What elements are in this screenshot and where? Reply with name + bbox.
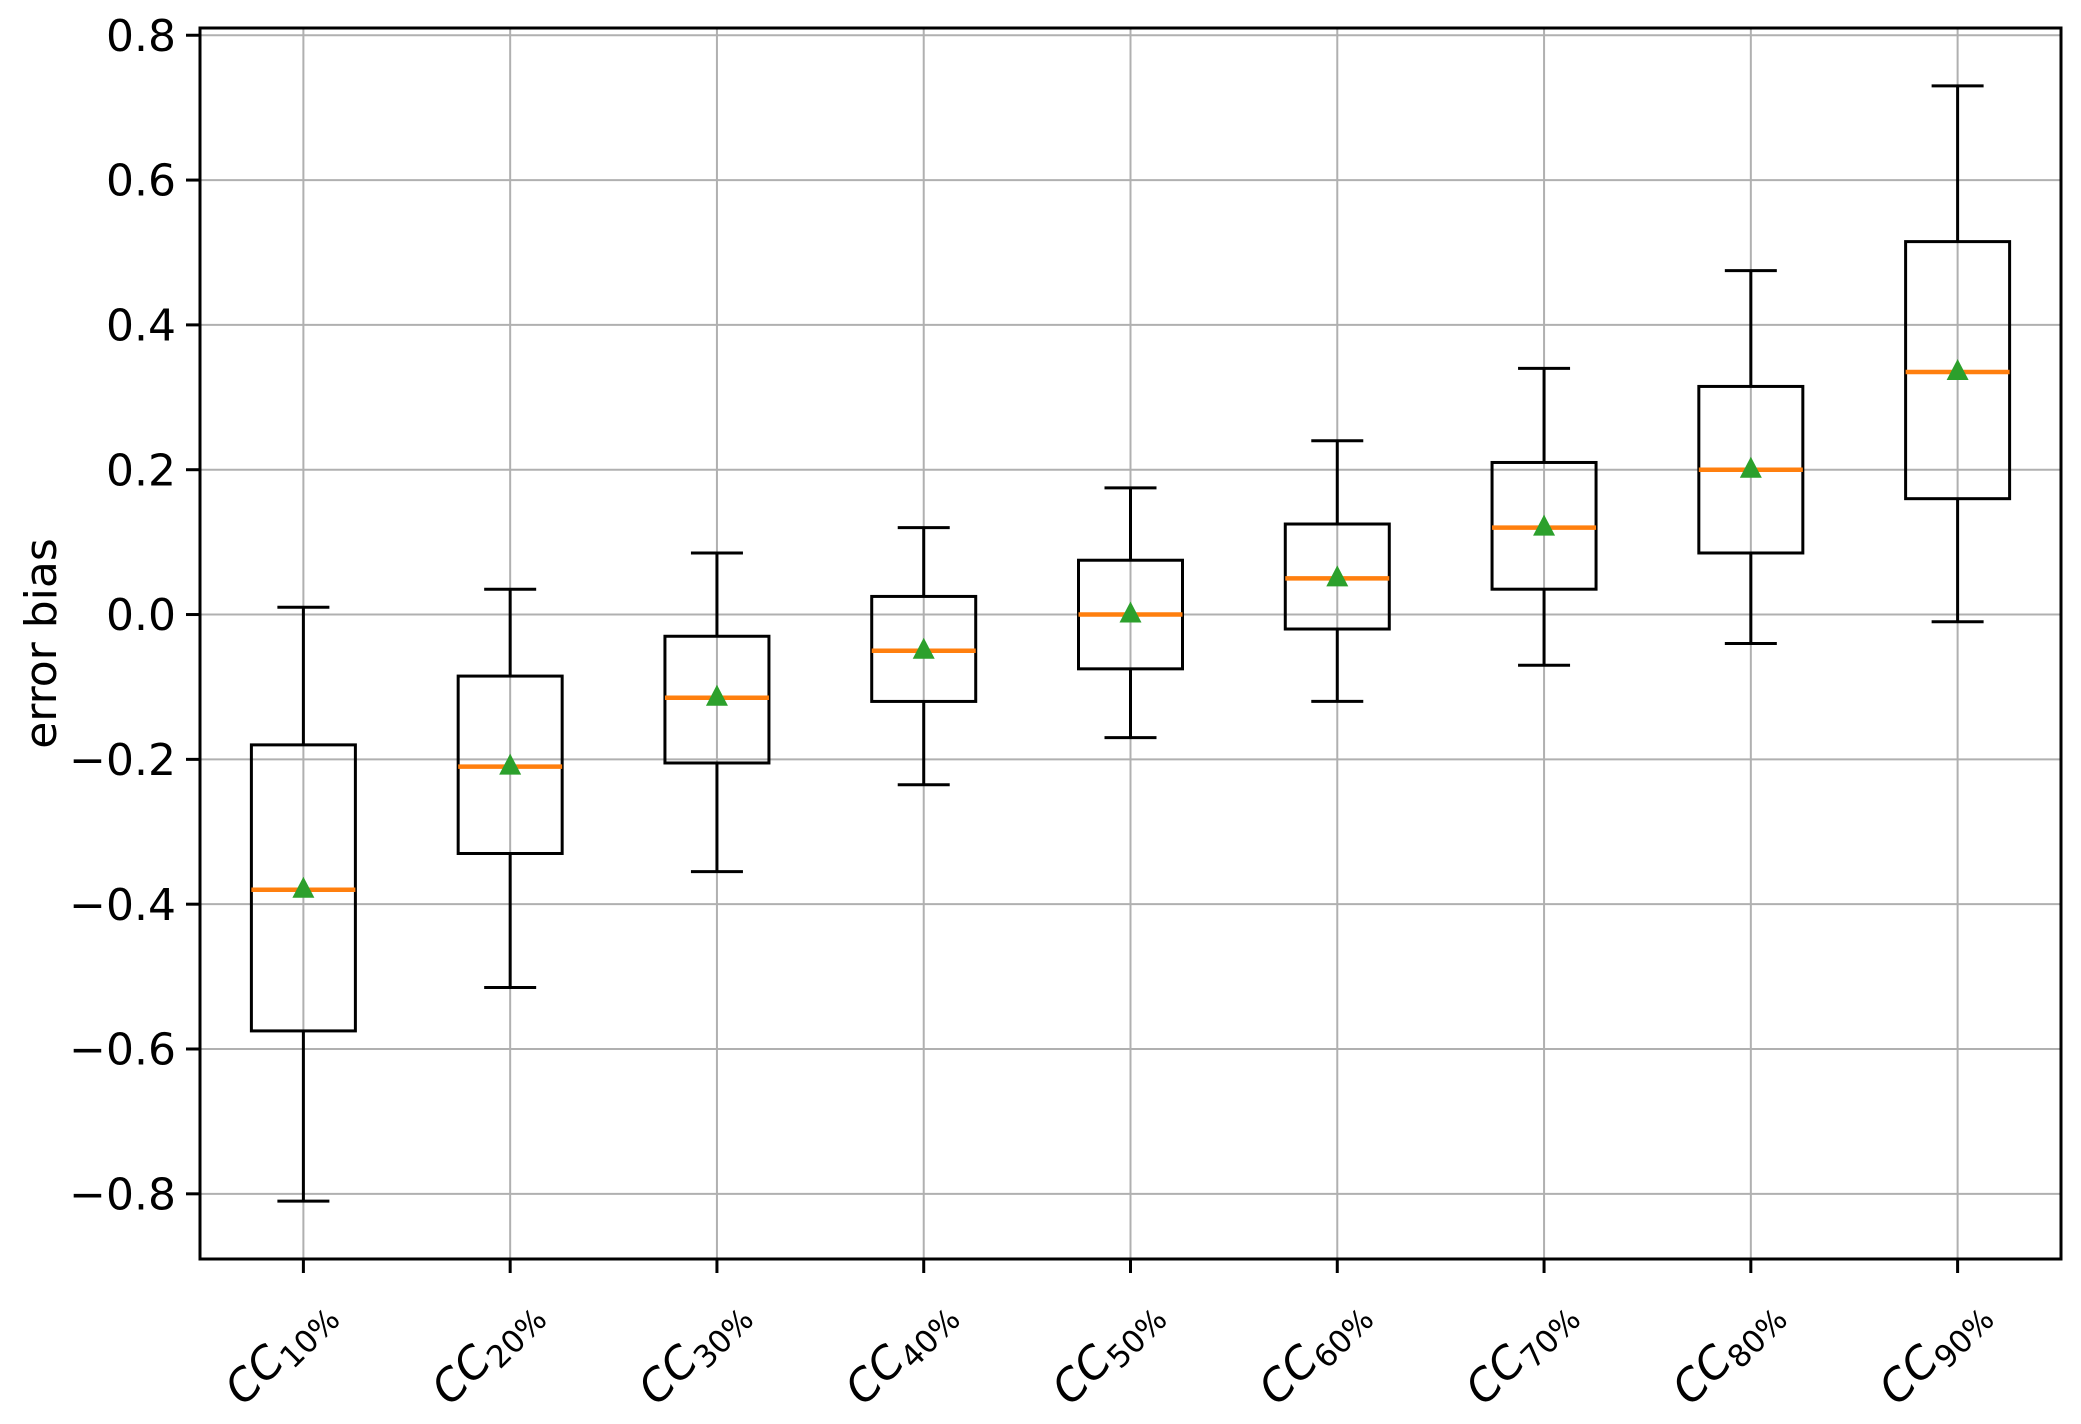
x-tick-label: CC30% bbox=[628, 1287, 760, 1419]
mean-marker bbox=[1739, 456, 1762, 478]
y-tick-label: 0.8 bbox=[106, 11, 176, 62]
y-tick-label: −0.8 bbox=[69, 1169, 176, 1220]
x-tick-label: CC70% bbox=[1456, 1287, 1588, 1419]
y-tick-label: −0.4 bbox=[69, 880, 176, 931]
mean-marker bbox=[912, 637, 935, 659]
y-axis-label: error bias bbox=[16, 538, 67, 749]
y-tick-label: 0.6 bbox=[106, 156, 176, 207]
x-tick-label: CC20% bbox=[422, 1287, 554, 1419]
x-tick-label: CC50% bbox=[1042, 1287, 1174, 1419]
mean-marker bbox=[705, 684, 728, 706]
y-tick-label: 0.4 bbox=[106, 301, 176, 352]
mean-marker bbox=[1119, 601, 1142, 623]
mean-marker bbox=[1533, 514, 1556, 536]
y-tick-label: −0.2 bbox=[69, 735, 176, 786]
y-tick-label: 0.0 bbox=[106, 590, 176, 641]
mean-marker bbox=[1946, 358, 1969, 380]
x-tick-label: CC90% bbox=[1869, 1287, 2001, 1419]
x-tick-label: CC40% bbox=[835, 1287, 967, 1419]
x-tick-label: CC10% bbox=[215, 1287, 347, 1419]
y-tick-label: −0.6 bbox=[69, 1025, 176, 1076]
mean-marker bbox=[499, 753, 522, 775]
mean-marker bbox=[292, 876, 315, 898]
x-tick-label: CC60% bbox=[1249, 1287, 1381, 1419]
mean-marker bbox=[1326, 565, 1349, 587]
y-tick-label: 0.2 bbox=[106, 445, 176, 496]
x-tick-label: CC80% bbox=[1662, 1287, 1794, 1419]
